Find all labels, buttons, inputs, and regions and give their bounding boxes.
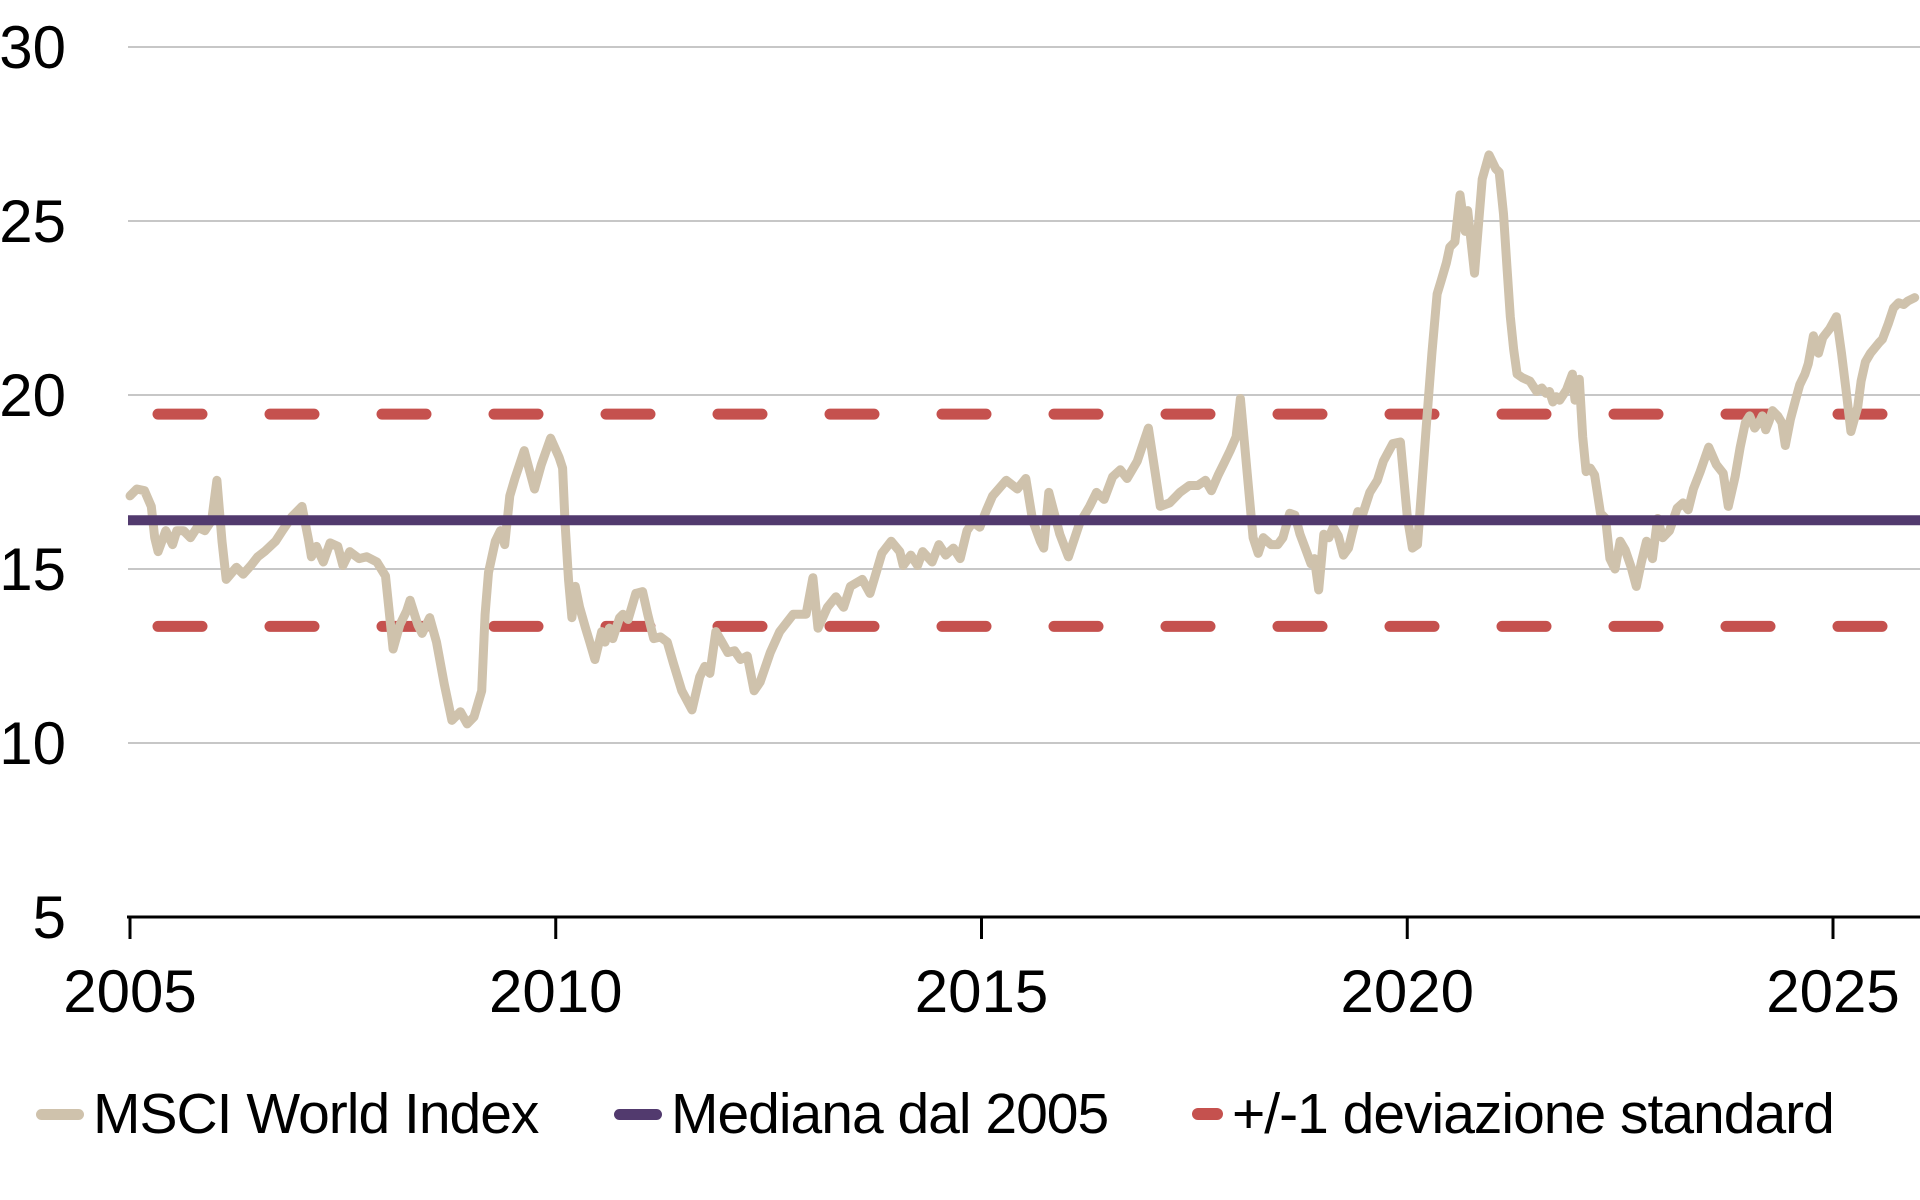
valuation-chart: 2005 2010 2015 2020 2025 30 25 20 15 10 5 [0, 14, 1920, 1025]
y-tick-label: 25 [0, 188, 66, 255]
legend-label: +/-1 deviazione standard [1232, 1082, 1835, 1146]
median-line-swatch-icon [614, 1108, 662, 1120]
legend-label: Mediana dal 2005 [671, 1082, 1109, 1146]
y-tick-label: 15 [0, 536, 66, 603]
x-tick-label: 2010 [489, 958, 622, 1025]
y-tick-label: 30 [0, 14, 66, 81]
y-tick-label: 10 [0, 710, 66, 777]
chart-legend: MSCI World Index Mediana dal 2005 +/-1 d… [0, 1078, 1920, 1150]
y-tick-label: 5 [33, 884, 66, 951]
msci-series-line [125, 150, 1920, 729]
msci-line-swatch-icon [36, 1108, 84, 1120]
x-tick-label: 2020 [1341, 958, 1474, 1025]
x-tick-label: 2005 [63, 958, 196, 1025]
stddev-dash-swatch-icon [1192, 1108, 1223, 1120]
legend-label: MSCI World Index [93, 1082, 539, 1146]
x-tick-label: 2015 [915, 958, 1048, 1025]
legend-item-deviazione-standard: +/-1 deviazione standard [1192, 1078, 1835, 1150]
legend-item-msci-world-index: MSCI World Index [36, 1078, 539, 1150]
y-tick-label: 20 [0, 362, 66, 429]
legend-item-mediana: Mediana dal 2005 [614, 1078, 1109, 1150]
x-tick-label: 2025 [1766, 958, 1899, 1025]
